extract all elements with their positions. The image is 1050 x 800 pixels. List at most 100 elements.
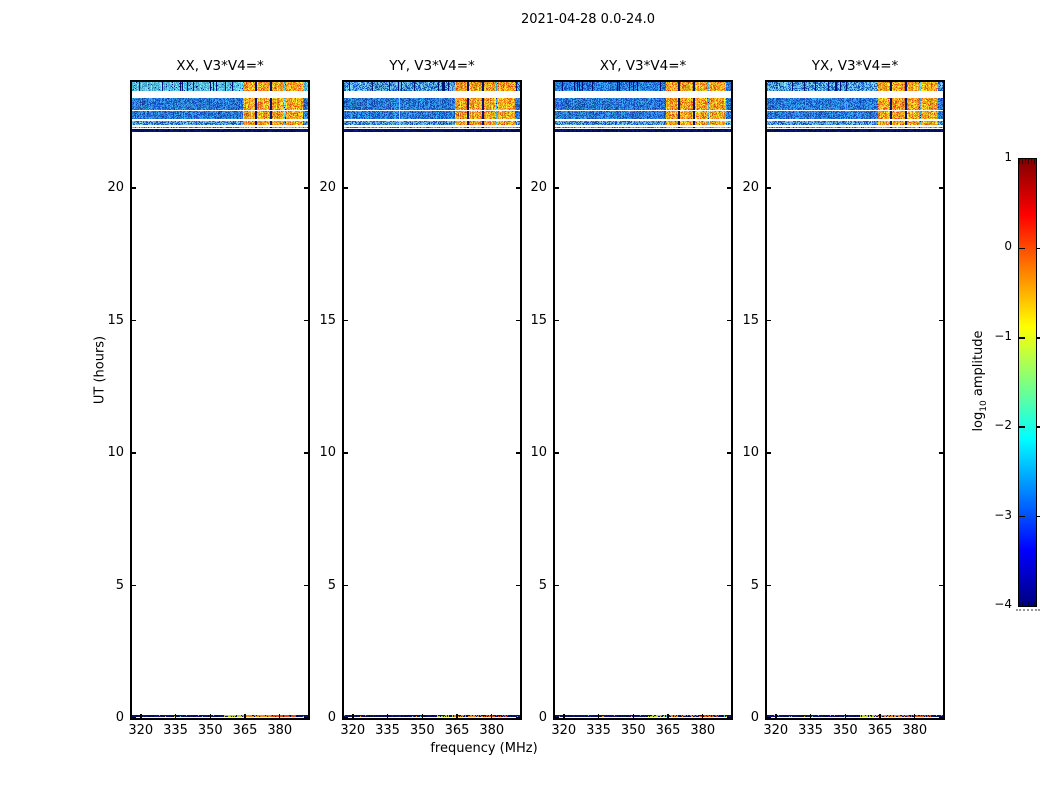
spectrogram-bottom-canvas-yx [767, 714, 943, 718]
y-tick-label-yx-0: 0 [750, 710, 759, 725]
y-tick-label-xy-15: 15 [530, 312, 547, 328]
panel-yx [765, 80, 945, 720]
y-tick-right-yy-5 [516, 584, 520, 587]
colorbar-tick-inner-4 [1019, 515, 1025, 518]
y-tick-right-xy-20 [727, 187, 731, 189]
x-tick-label-yx-365: 365 [867, 723, 893, 738]
panel-title-xx: XX, V3*V4=* [176, 58, 264, 74]
x-tick-label-yy-350: 350 [409, 723, 435, 738]
colorbar-tick-inner-1 [1019, 247, 1025, 250]
y-tick-left-yx-15 [767, 319, 771, 322]
y-tick-right-xy-10 [727, 452, 731, 454]
x-tick-label-yy-365: 365 [444, 723, 470, 738]
colorbar-tick-outer-2 [1036, 337, 1040, 339]
y-tick-label-xx-5: 5 [115, 577, 124, 593]
y-tick-label-xy-5: 5 [538, 577, 547, 593]
y-tick-label-xy-0: 0 [538, 710, 547, 725]
colorbar-tick-label-2: −1 [994, 328, 1012, 343]
y-tick-right-xx-10 [304, 452, 308, 454]
y-tick-right-xx-20 [304, 187, 308, 189]
y-tick-label-xx-10: 10 [107, 445, 124, 460]
x-tick-xy-350 [632, 714, 635, 718]
colorbar-label-post: amplitude [971, 330, 987, 401]
y-tick-left-xy-15 [555, 319, 559, 322]
panel-xx [130, 80, 310, 720]
y-tick-label-yx-5: 5 [750, 577, 759, 593]
panel-title-yx: YX, V3*V4=* [811, 58, 899, 74]
panel-title-yy: YY, V3*V4=* [389, 58, 475, 74]
colorbar-tick-label-0: 1 [1004, 150, 1012, 164]
colorbar-label-sub: 10 [978, 400, 989, 412]
x-tick-yy-335 [386, 714, 389, 718]
x-tick-label-xy-320: 320 [551, 723, 577, 738]
colorbar-hatch-bottom [1019, 601, 1036, 606]
spectrogram-top-canvas-yy [344, 82, 520, 133]
spectrogram-top-canvas-yx [767, 82, 943, 133]
colorbar-tick-label-5: −4 [994, 597, 1012, 611]
y-tick-right-yy-10 [516, 452, 520, 454]
x-tick-yy-365 [456, 714, 458, 718]
y-tick-label-yx-15: 15 [742, 312, 759, 328]
x-tick-label-yx-350: 350 [832, 723, 858, 738]
y-tick-left-xy-0 [555, 717, 559, 719]
x-tick-label-xx-365: 365 [232, 723, 258, 738]
x-tick-xy-380 [701, 714, 704, 718]
y-tick-right-yx-15 [939, 319, 943, 322]
y-tick-label-xx-0: 0 [115, 710, 124, 725]
y-tick-left-xx-20 [132, 187, 136, 189]
y-tick-label-yy-15: 15 [319, 312, 336, 328]
colorbar [1018, 158, 1040, 607]
spectrogram-bottom-canvas-xy [555, 714, 731, 718]
y-tick-label-yy-10: 10 [319, 445, 336, 460]
y-tick-left-xy-5 [555, 584, 559, 587]
y-tick-right-xy-0 [727, 717, 731, 719]
x-tick-xy-335 [597, 714, 600, 718]
colorbar-dotted-line [1016, 609, 1040, 611]
x-tick-yx-380 [913, 714, 916, 718]
x-tick-yy-320 [352, 714, 354, 718]
y-tick-left-xx-15 [132, 319, 136, 322]
y-tick-left-xy-20 [555, 187, 559, 189]
colorbar-tick-outer-3 [1036, 426, 1040, 428]
y-tick-left-yy-0 [344, 717, 348, 719]
x-tick-label-xy-335: 335 [586, 723, 611, 738]
spectrogram-bottom-canvas-xx [132, 714, 308, 718]
colorbar-tick-label-4: −3 [994, 507, 1012, 522]
y-tick-left-xx-10 [132, 452, 136, 454]
main-title: 2021-04-28 0.0-24.0 [521, 12, 655, 27]
x-tick-yy-380 [490, 714, 493, 718]
y-tick-left-yx-5 [767, 584, 771, 587]
x-tick-xx-350 [209, 714, 212, 718]
colorbar-tick-outer-1 [1036, 247, 1040, 250]
colorbar-gradient [1019, 159, 1036, 606]
x-tick-yx-365 [879, 714, 881, 718]
x-tick-yy-350 [421, 714, 424, 718]
y-tick-right-yy-15 [516, 319, 520, 322]
y-tick-left-yy-15 [344, 319, 348, 322]
spectrogram-top-canvas-xy [555, 82, 731, 133]
x-tick-label-yy-320: 320 [340, 723, 366, 738]
x-tick-label-xy-350: 350 [620, 723, 646, 738]
y-tick-label-yx-10: 10 [742, 445, 759, 460]
panel-title-xy: XY, V3*V4=* [599, 58, 687, 74]
y-tick-right-xx-5 [304, 584, 308, 587]
colorbar-tick-inner-3 [1019, 426, 1025, 428]
y-tick-right-yx-5 [939, 584, 943, 587]
x-tick-xx-365 [244, 714, 246, 718]
colorbar-tick-label-1: 0 [1004, 239, 1012, 254]
y-tick-label-yy-0: 0 [327, 710, 336, 725]
x-tick-xx-335 [174, 714, 177, 718]
y-tick-left-yx-20 [767, 187, 771, 189]
colorbar-tick-label-3: −2 [994, 418, 1012, 433]
x-tick-label-xx-350: 350 [197, 723, 223, 738]
y-tick-right-xx-15 [304, 319, 308, 322]
x-tick-label-xy-365: 365 [655, 723, 681, 738]
x-tick-label-yx-335: 335 [798, 723, 823, 738]
y-tick-left-yy-5 [344, 584, 348, 587]
y-tick-left-xx-0 [132, 717, 136, 719]
x-tick-xx-380 [278, 714, 281, 718]
colorbar-label: log10 amplitude [971, 330, 989, 431]
y-tick-right-yx-20 [939, 187, 943, 189]
y-tick-label-xy-20: 20 [530, 180, 547, 195]
